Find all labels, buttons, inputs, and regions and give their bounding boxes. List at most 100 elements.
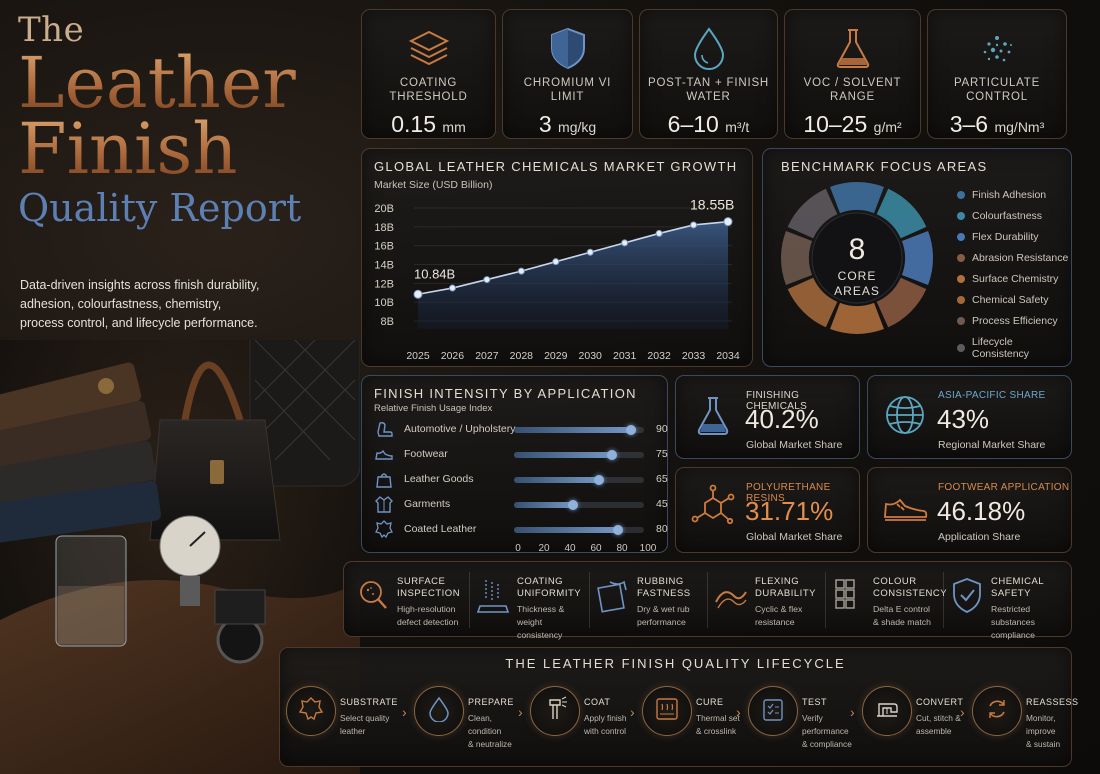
benchmark-title: SURFACE INSPECTION	[397, 576, 461, 599]
water-drop-icon	[640, 24, 777, 72]
intensity-axis-tick: 60	[590, 543, 602, 554]
swatch-icon	[832, 576, 866, 616]
legend-label: Colourfastness	[972, 210, 1043, 222]
bag-icon	[374, 470, 394, 488]
lifecycle-step-desc: Cut, stitch & assemble	[916, 713, 961, 736]
lifecycle-step-badge	[862, 686, 912, 736]
legend-swatch	[957, 275, 965, 283]
layers-icon	[362, 24, 495, 72]
donut-center-number: 8	[848, 233, 866, 266]
x-tick-label: 2027	[475, 350, 499, 362]
hide-outline-icon	[298, 696, 324, 727]
lifecycle-step-desc: Apply finish with control	[584, 713, 627, 736]
start-value-label: 10.84B	[414, 266, 455, 281]
magnifier-icon	[356, 576, 390, 616]
kpi-value: 6–10 m³/t	[667, 111, 750, 137]
chevron-right-icon: ›	[518, 704, 523, 720]
intensity-bar	[514, 452, 612, 458]
lifecycle-panel: THE LEATHER FINISH QUALITY LIFECYCLE SUB…	[279, 647, 1078, 767]
title-line-the: The	[18, 10, 85, 50]
y-tick-label: 12B	[374, 278, 394, 290]
benchmark-item: RUBBING FASTNESS Dry & wet rub performance	[596, 572, 710, 634]
quality-benchmarks-strip: SURFACE INSPECTION High-resolution defect d…	[343, 561, 1072, 640]
legend-item: Surface Chemistry	[957, 273, 1058, 285]
donut-segment	[787, 277, 838, 328]
rub-icon	[596, 576, 630, 616]
legend-swatch	[957, 254, 965, 262]
car-seat-icon	[374, 420, 394, 438]
clipboard-icon	[760, 696, 786, 727]
stat-value: 31.71%	[745, 496, 834, 526]
legend-swatch	[957, 233, 965, 241]
data-point	[552, 258, 560, 266]
intensity-value: 80	[656, 523, 668, 535]
y-tick-label: 14B	[374, 260, 394, 272]
legend-swatch	[957, 191, 965, 199]
particles-icon	[928, 24, 1066, 72]
stat-label: FOOTWEAR APPLICATION	[938, 482, 1070, 493]
drop-outline-icon	[426, 696, 452, 727]
donut-segment	[876, 188, 927, 239]
title-line-quality-report: Quality Report	[18, 186, 302, 230]
intensity-label: Leather Goods	[404, 473, 474, 485]
check-shield-icon	[950, 576, 984, 616]
data-point	[413, 289, 423, 299]
y-tick-label: 20B	[374, 203, 394, 215]
lifecycle-step-title: CONVERT	[916, 697, 964, 707]
lifecycle-step-title: CURE	[696, 697, 724, 707]
hide-icon	[374, 520, 394, 539]
legend-item: Abrasion Resistance	[957, 252, 1068, 264]
sneaker-icon	[880, 482, 930, 532]
lifecycle-step: PREPARE Clean, condition & neutralize	[414, 678, 524, 749]
lifecycle-step-title: SUBSTRATE	[340, 697, 398, 707]
kpi-label: CHROMIUM VI LIMIT	[523, 77, 612, 103]
beaker-icon	[688, 390, 738, 440]
stat-card-footwear: FOOTWEAR APPLICATION 46.18% Application …	[867, 467, 1072, 553]
chevron-right-icon: ›	[850, 704, 855, 720]
donut-center-text-2: AREAS	[834, 284, 880, 298]
kpi-label: POST-TAN + FINISH WATER	[647, 77, 770, 103]
intensity-bar	[514, 527, 618, 533]
intensity-value: 45	[656, 498, 668, 510]
intensity-axis-tick: 80	[616, 543, 628, 554]
legend-label: Abrasion Resistance	[972, 252, 1069, 264]
intensity-track	[514, 450, 644, 460]
x-tick-label: 2025	[406, 350, 430, 362]
benchmark-item: FLEXING DURABILITY Cyclic & flex resistance	[714, 572, 828, 634]
divider	[707, 572, 708, 628]
y-tick-label: 8B	[381, 316, 394, 328]
intensity-axis-tick: 20	[538, 543, 550, 554]
legend-label: Chemical Safety	[972, 294, 1049, 306]
data-point	[723, 217, 733, 227]
benchmark-title: RUBBING FASTNESS	[637, 576, 691, 599]
legend-label: Process Efficiency	[972, 315, 1058, 327]
intensity-title: FINISH INTENSITY BY APPLICATION	[374, 386, 637, 401]
donut-segment	[876, 277, 927, 328]
stat-caption: Application Share	[938, 531, 1021, 543]
benchmark-donut-chart	[781, 182, 933, 334]
chevron-right-icon: ›	[630, 704, 635, 720]
stat-label: FINISHING CHEMICALS	[746, 390, 808, 412]
report-title: The Leather Finish Quality Report	[18, 10, 348, 230]
intensity-label: Garments	[404, 498, 451, 510]
globe-icon	[880, 390, 930, 440]
benchmark-desc: Thickness & weight consistency	[517, 604, 565, 640]
stat-card-finishing-chemicals: FINISHING CHEMICALS 40.2% Global Market …	[675, 375, 860, 459]
intensity-bar	[514, 502, 573, 508]
intensity-bar	[514, 427, 631, 433]
x-tick-label: 2028	[510, 350, 534, 362]
kpi-card-voc-range: VOC / SOLVENT RANGE 10–25 g/m²	[784, 9, 921, 139]
intensity-bar-end	[593, 475, 604, 485]
end-value-label: 18.55B	[690, 197, 734, 213]
legend-label: Lifecycle Consistency	[971, 336, 1030, 360]
title-line-leather: Leather	[18, 48, 348, 118]
legend-swatch	[957, 212, 965, 220]
x-tick-label: 2033	[682, 350, 706, 362]
title-line-finish: Finish	[18, 114, 348, 184]
intensity-axis-tick: 0	[515, 543, 521, 554]
intensity-value: 90	[656, 423, 668, 435]
y-tick-label: 16B	[374, 241, 394, 253]
kpi-value: 3–6 mg/Nm³	[949, 111, 1045, 137]
intensity-label: Coated Leather	[404, 523, 477, 535]
stat-card-polyurethane: POLYURETHANE RESINS 31.71% Global Market…	[675, 467, 860, 553]
